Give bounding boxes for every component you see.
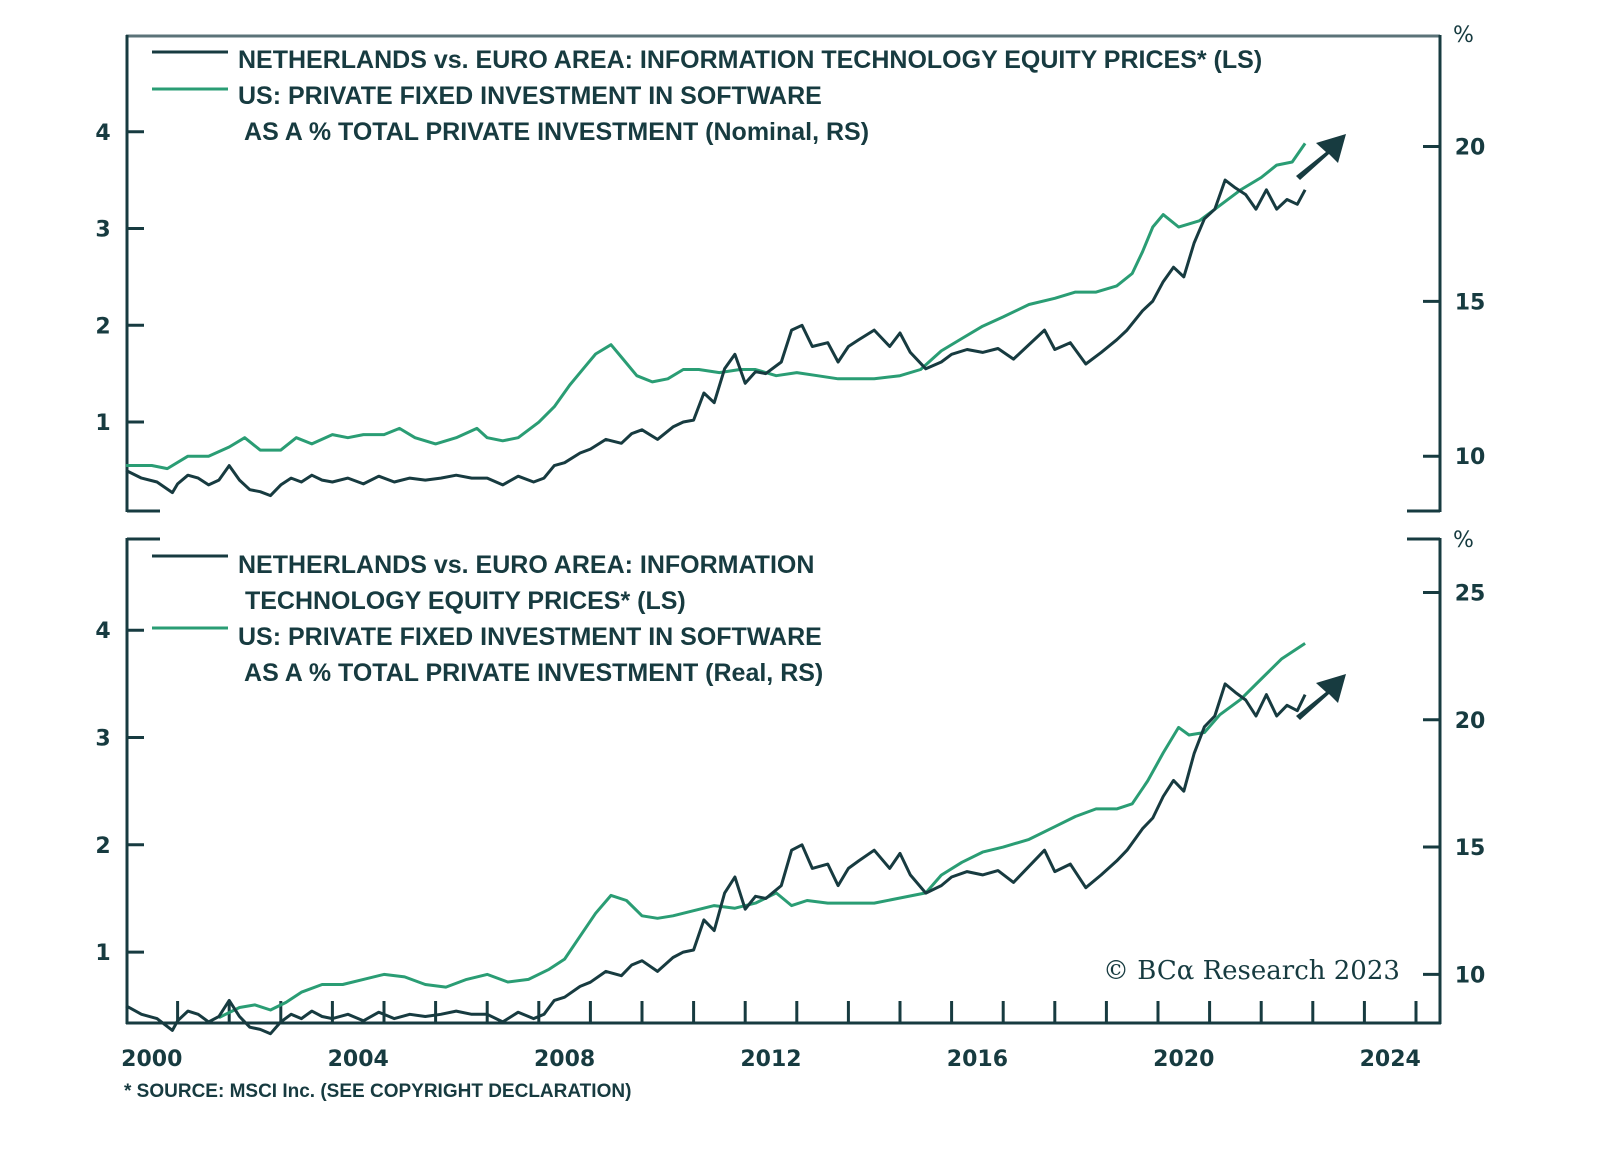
top-legend-software-label-line1: US: PRIVATE FIXED INVESTMENT IN SOFTWARE xyxy=(238,82,822,110)
bottom-left-tick-label: 2 xyxy=(95,834,110,859)
x-tick-label: 2000 xyxy=(121,1047,182,1072)
bottom-left-tick-label: 1 xyxy=(95,941,110,966)
source-footnote: * SOURCE: MSCI Inc. (SEE COPYRIGHT DECLA… xyxy=(124,1081,631,1102)
x-tick-label: 2004 xyxy=(328,1047,389,1072)
x-tick-label: 2020 xyxy=(1153,1047,1214,1072)
x-tick-label: 2016 xyxy=(947,1047,1008,1072)
top-right-tick-label: 20 xyxy=(1455,136,1486,161)
x-tick-label: 2012 xyxy=(740,1047,801,1072)
top-left-tick-label: 1 xyxy=(95,411,110,436)
copyright-text: © BCα Research 2023 xyxy=(1103,956,1400,986)
bottom-legend-equity-label-line1: NETHERLANDS vs. EURO AREA: INFORMATION xyxy=(238,551,814,579)
bottom-legend-equity-label-line2: TECHNOLOGY EQUITY PRICES* (LS) xyxy=(238,587,686,615)
bottom-equity-prices-line xyxy=(125,682,1307,1036)
bottom-right-tick-label: 25 xyxy=(1455,581,1486,606)
top-right-axis-unit: % xyxy=(1453,23,1474,48)
bottom-left-tick-label: 4 xyxy=(95,619,110,644)
top-legend-equity-label: NETHERLANDS vs. EURO AREA: INFORMATION T… xyxy=(238,46,1262,74)
bottom-left-tick-label: 3 xyxy=(95,727,110,752)
bottom-legend: NETHERLANDS vs. EURO AREA: INFORMATION T… xyxy=(152,551,823,687)
bottom-right-tick-label: 20 xyxy=(1455,709,1486,734)
top-legend-software-label-line2: AS A % TOTAL PRIVATE INVESTMENT (Nominal… xyxy=(238,118,869,146)
top-panel: 1 2 3 4 10 15 20 % NETHERLANDS vs. EURO AREA:… xyxy=(95,23,1486,513)
top-right-tick-label: 15 xyxy=(1455,290,1486,315)
top-equity-prices-line xyxy=(125,178,1307,498)
top-left-tick-label: 3 xyxy=(95,218,110,243)
top-left-tick-label: 4 xyxy=(95,121,110,146)
x-tick-label: 2024 xyxy=(1360,1047,1421,1072)
top-legend: NETHERLANDS vs. EURO AREA: INFORMATION T… xyxy=(152,46,1262,146)
x-tick-label: 2008 xyxy=(534,1047,595,1072)
top-left-tick-label: 2 xyxy=(95,314,110,339)
bottom-right-axis-unit: % xyxy=(1453,528,1474,553)
bottom-legend-software-label-line1: US: PRIVATE FIXED INVESTMENT IN SOFTWARE xyxy=(238,623,822,651)
bottom-legend-software-label-line2: AS A % TOTAL PRIVATE INVESTMENT (Real, R… xyxy=(238,659,823,687)
bottom-panel: 1 2 3 4 10 15 20 25 % NETHERLANDS vs. EURO ARE… xyxy=(95,528,1486,1036)
top-right-tick-label: 10 xyxy=(1455,445,1486,470)
top-software-nominal-line xyxy=(126,142,1307,471)
bottom-right-tick-label: 10 xyxy=(1455,963,1486,988)
bottom-up-arrow-icon xyxy=(1296,674,1346,720)
bottom-right-tick-label: 15 xyxy=(1455,836,1486,861)
top-up-arrow-icon xyxy=(1296,134,1346,180)
